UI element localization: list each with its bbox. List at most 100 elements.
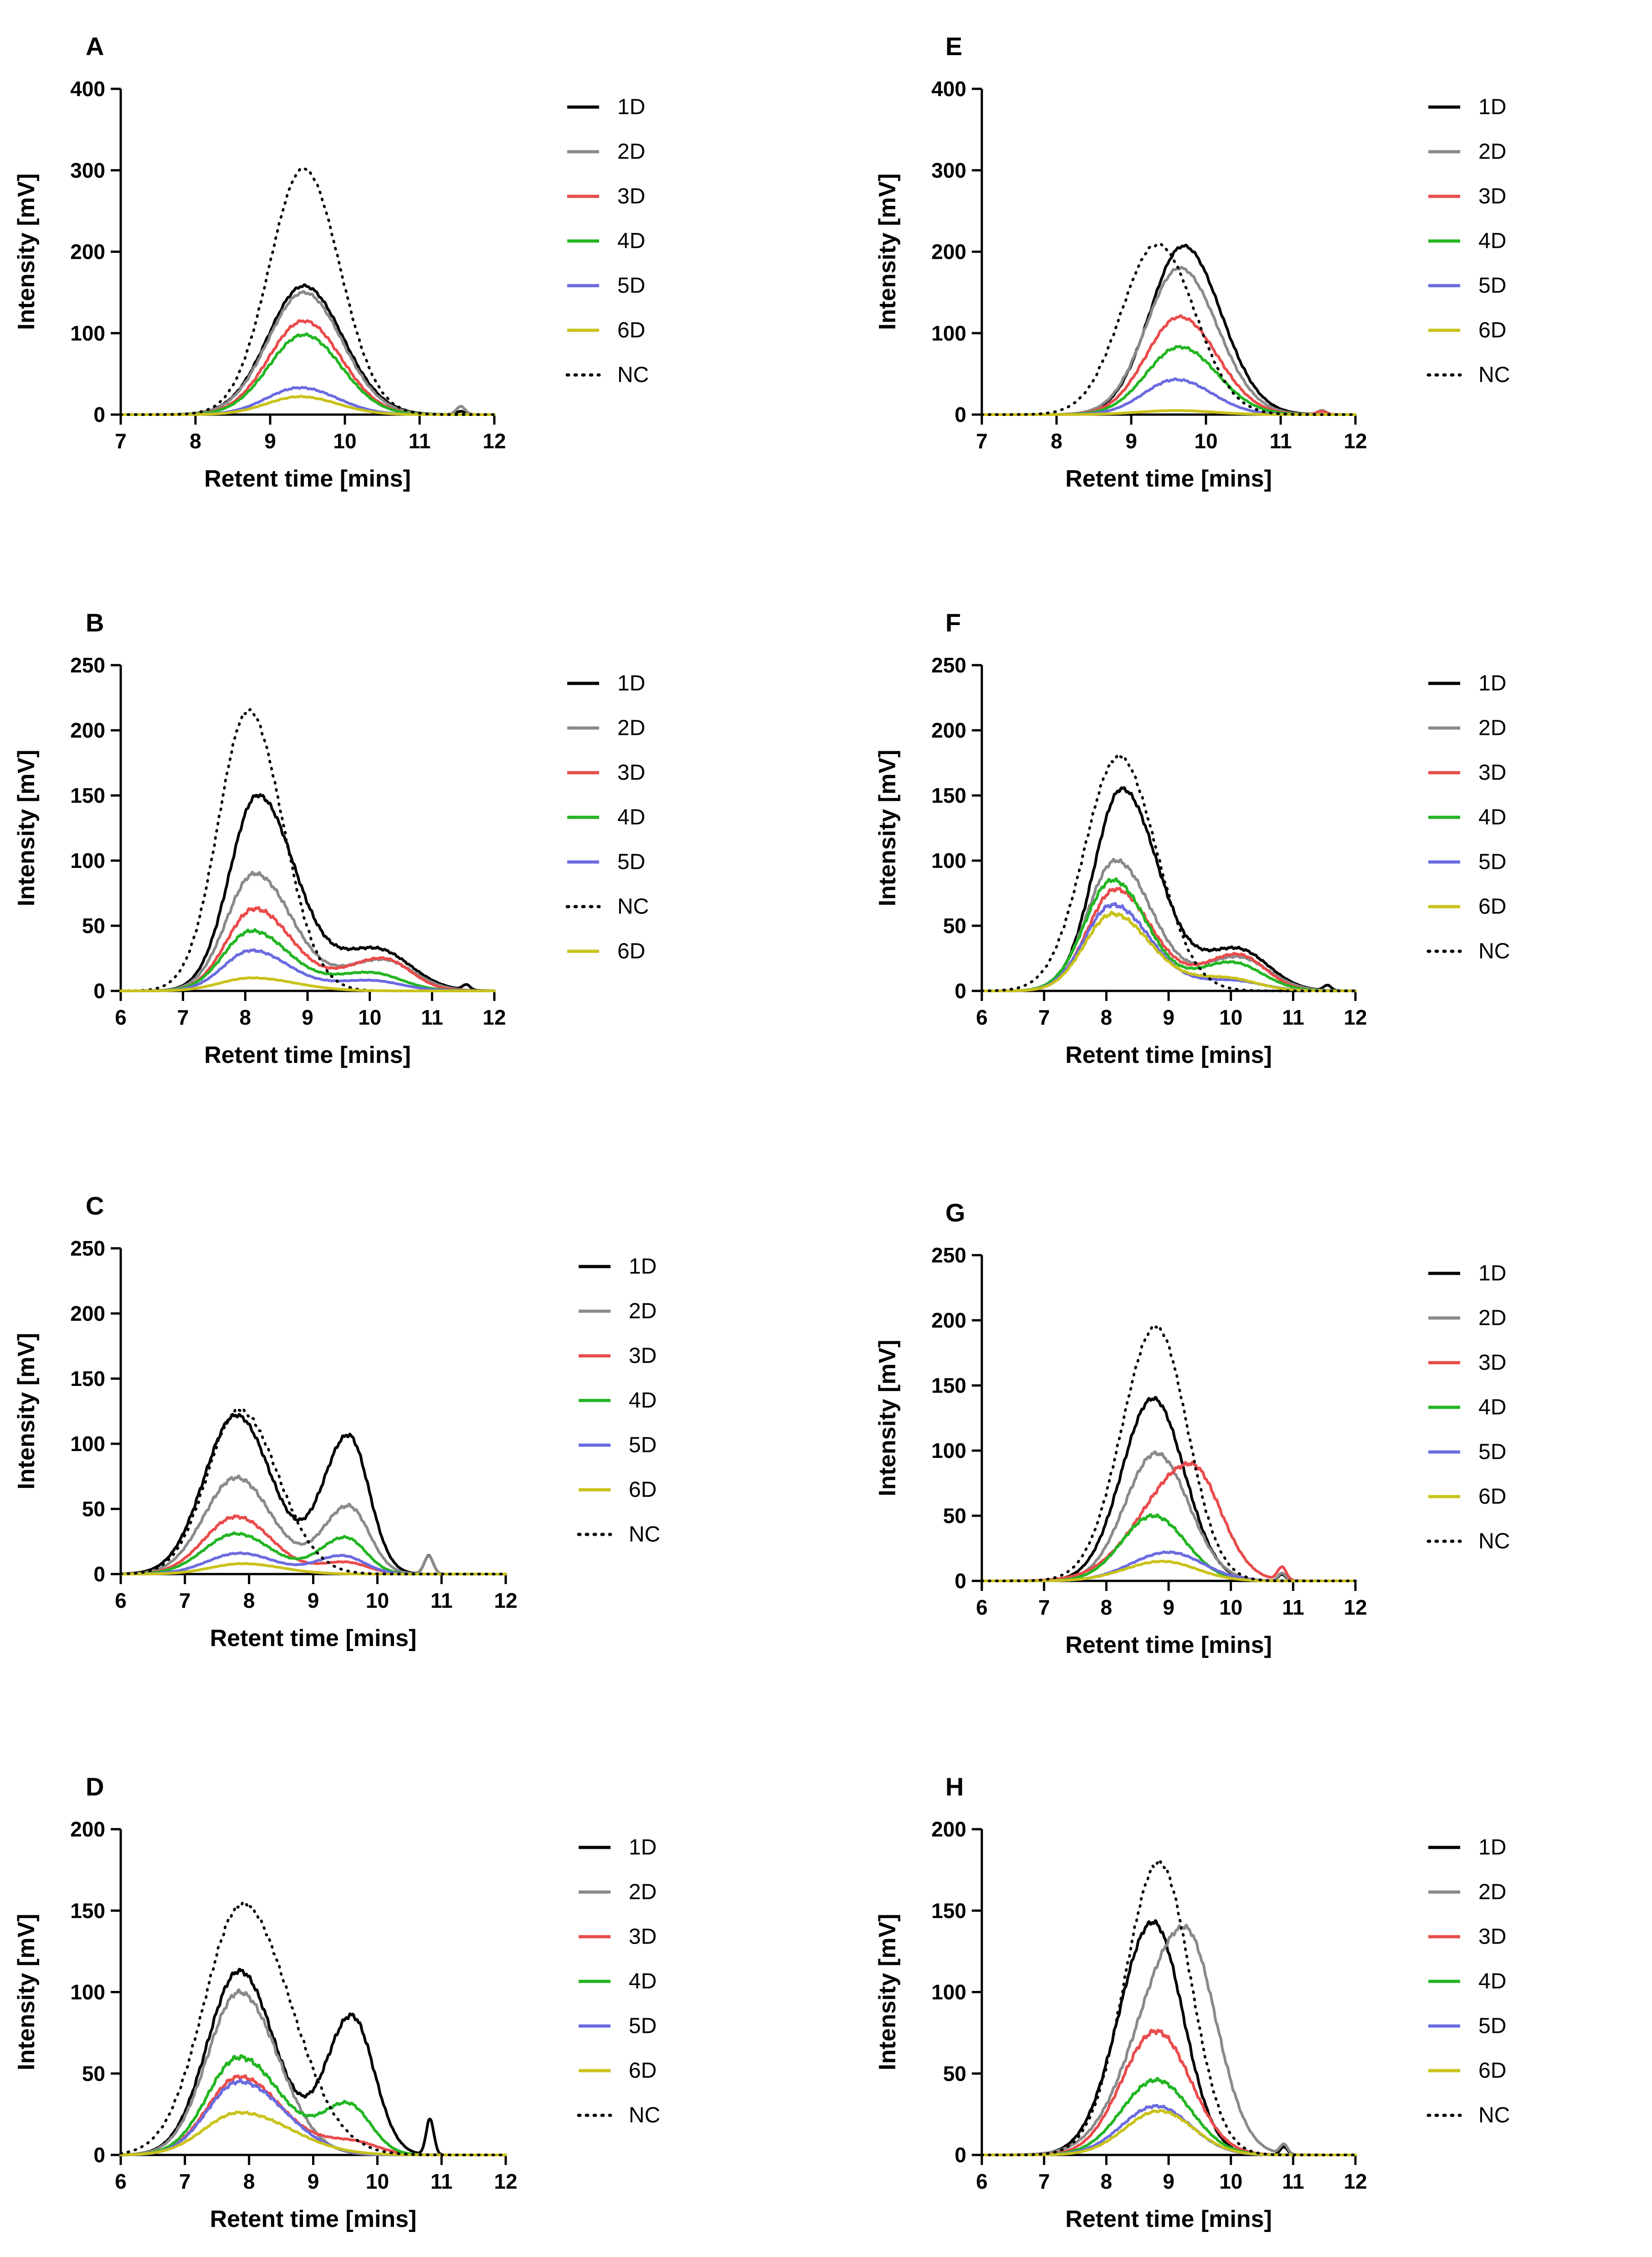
legend-label-4D: 4D (629, 1389, 657, 1413)
series-3D-line (980, 314, 1357, 416)
x-tick-label: 12 (482, 429, 506, 453)
legend-label-4D: 4D (617, 805, 645, 830)
legend-label-1D: 1D (1478, 95, 1506, 119)
legend-label-6D: 6D (1478, 1485, 1506, 1509)
x-tick-label: 12 (482, 1005, 506, 1029)
y-tick-label: 100 (70, 849, 105, 872)
panel-label: E (945, 32, 962, 61)
legend-label-3D: 3D (1478, 1925, 1506, 1949)
x-tick-label: 6 (115, 1589, 127, 1612)
x-axis-title: Retent time [mins] (1065, 2206, 1272, 2232)
x-tick-label: 11 (431, 2170, 453, 2193)
panel-label: G (945, 1198, 965, 1227)
series-4D-line (980, 1513, 1357, 1582)
legend-label-2D: 2D (1478, 1880, 1506, 1904)
y-tick-label: 100 (70, 1980, 105, 2004)
series-2D-line (980, 857, 1357, 992)
series-5D-line (980, 1550, 1357, 1582)
x-tick-label: 8 (1101, 1005, 1113, 1029)
y-tick-label: 400 (70, 77, 105, 101)
x-tick-label: 8 (240, 1005, 251, 1029)
panel-label: F (945, 608, 961, 637)
series-4D-line (119, 332, 496, 416)
y-tick-label: 0 (954, 2143, 966, 2167)
x-axis-title: Retent time [mins] (1065, 466, 1272, 492)
x-tick-label: 10 (366, 2170, 389, 2193)
legend-label-6D: 6D (1478, 895, 1506, 919)
x-tick-label: 9 (302, 1005, 313, 1029)
legend-label-NC: NC (1478, 1529, 1510, 1554)
x-tick-label: 12 (1344, 429, 1367, 453)
series-6D-line (119, 976, 496, 992)
legend-label-5D: 5D (617, 274, 645, 298)
x-tick-label: 7 (179, 1589, 191, 1612)
x-tick-label: 7 (179, 2170, 191, 2193)
legend-label-3D: 3D (1478, 1351, 1506, 1375)
x-axis-title: Retent time [mins] (1065, 1632, 1272, 1658)
series-NC-line (119, 1407, 507, 1575)
y-tick-label: 0 (93, 403, 105, 426)
y-tick-label: 50 (943, 2062, 966, 2085)
panel-F: F 0 50 100 150 200 250 6 7 8 9 10 11 12 Retent time [m… (874, 608, 1510, 1068)
series-NC-line (119, 1901, 507, 2156)
panel-label: B (86, 608, 104, 637)
y-axis-title: Intensity [mV] (13, 174, 40, 330)
legend-label-3D: 3D (1478, 185, 1506, 209)
legend-label-6D: 6D (629, 1478, 657, 1502)
legend-label-4D: 4D (629, 1970, 657, 1994)
legend-label-1D: 1D (629, 1255, 657, 1279)
y-tick-label: 250 (70, 653, 105, 677)
x-tick-label: 9 (1125, 429, 1137, 453)
x-tick-label: 9 (308, 1589, 319, 1612)
series-3D-line (980, 2028, 1357, 2156)
series-NC-line (119, 167, 496, 416)
y-tick-label: 100 (931, 1439, 966, 1462)
legend-label-2D: 2D (1478, 140, 1506, 164)
series-6D-line (980, 1559, 1357, 1582)
legend-label-4D: 4D (617, 229, 645, 253)
y-tick-label: 50 (943, 914, 966, 938)
series-6D-line (980, 2109, 1357, 2156)
y-tick-label: 0 (93, 1562, 105, 1586)
y-tick-label: 50 (82, 2062, 105, 2085)
legend-label-3D: 3D (617, 185, 645, 209)
legend-label-5D: 5D (1478, 2014, 1506, 2038)
y-tick-label: 100 (931, 321, 966, 345)
x-tick-label: 11 (1282, 2170, 1304, 2193)
x-tick-label: 6 (976, 1595, 988, 1619)
x-tick-label: 7 (1038, 1595, 1050, 1619)
legend-label-5D: 5D (1478, 850, 1506, 874)
y-axis-title: Intensity [mV] (874, 1340, 901, 1497)
y-tick-label: 150 (931, 1374, 966, 1397)
y-tick-label: 100 (931, 1980, 966, 2004)
x-tick-label: 9 (264, 429, 276, 453)
y-tick-label: 150 (931, 1899, 966, 1923)
legend-label-1D: 1D (629, 1836, 657, 1860)
x-tick-label: 8 (190, 429, 201, 453)
x-axis-title: Retent time [mins] (210, 2206, 417, 2232)
series-5D-line (119, 386, 496, 416)
x-tick-label: 12 (1344, 1005, 1367, 1029)
legend-label-2D: 2D (617, 140, 645, 164)
series-6D-line (119, 395, 496, 416)
y-tick-label: 200 (931, 1308, 966, 1332)
y-tick-label: 50 (943, 1504, 966, 1528)
y-tick-label: 300 (931, 159, 966, 182)
panel-label: A (86, 32, 104, 61)
panel-D: D 0 50 100 150 200 6 7 8 9 10 11 12 Retent time [mins… (13, 1772, 660, 2232)
x-tick-label: 11 (409, 429, 431, 453)
y-tick-label: 0 (954, 979, 966, 1003)
x-tick-label: 7 (1038, 2170, 1050, 2193)
y-tick-label: 200 (931, 240, 966, 264)
legend-label-NC: NC (629, 1523, 660, 1547)
y-axis-title: Intensity [mV] (13, 750, 40, 907)
series-2D-line (119, 1474, 507, 1575)
series-5D-line (980, 377, 1357, 416)
legend-label-2D: 2D (1478, 1306, 1506, 1330)
legend-label-1D: 1D (1478, 1262, 1506, 1286)
legend-label-5D: 5D (629, 2014, 657, 2038)
panel-A: A 0 100 200 300 400 7 8 9 10 11 12 Retent time [mins… (13, 32, 649, 492)
x-tick-label: 6 (976, 1005, 988, 1029)
x-tick-label: 8 (1051, 429, 1062, 453)
